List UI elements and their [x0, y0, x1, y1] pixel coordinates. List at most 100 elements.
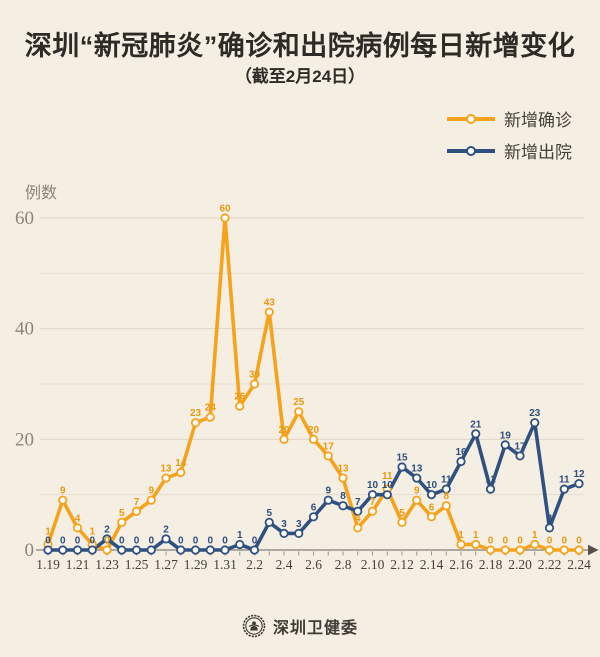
- svg-text:16: 16: [455, 447, 467, 458]
- svg-text:11: 11: [382, 471, 393, 482]
- y-axis-unit-label: 例数: [25, 185, 58, 202]
- svg-text:3: 3: [281, 519, 287, 530]
- svg-text:0: 0: [517, 536, 523, 547]
- svg-text:9: 9: [60, 486, 66, 497]
- svg-text:0: 0: [60, 536, 66, 547]
- svg-text:24: 24: [205, 403, 217, 414]
- svg-text:2.22: 2.22: [538, 557, 562, 572]
- svg-text:0: 0: [104, 536, 110, 547]
- svg-text:1.29: 1.29: [184, 557, 208, 572]
- svg-text:0: 0: [119, 536, 125, 547]
- svg-text:25: 25: [293, 397, 305, 408]
- svg-text:21: 21: [470, 419, 482, 430]
- discharged-line-swatch-icon: [447, 145, 495, 156]
- svg-text:13: 13: [411, 464, 423, 475]
- svg-text:0: 0: [45, 536, 51, 547]
- svg-text:9: 9: [148, 486, 154, 497]
- confirmed-line-swatch-icon: [447, 113, 495, 124]
- svg-text:2: 2: [163, 524, 169, 535]
- legend-item-discharged: 新增出院: [447, 138, 572, 163]
- svg-text:6: 6: [311, 502, 317, 513]
- svg-text:0: 0: [561, 536, 567, 547]
- svg-text:40: 40: [15, 319, 34, 340]
- svg-text:10: 10: [382, 480, 394, 491]
- svg-text:2.6: 2.6: [305, 557, 322, 572]
- svg-text:26: 26: [234, 392, 246, 403]
- legend-label-discharged: 新增出院: [504, 143, 572, 162]
- svg-text:1: 1: [473, 530, 479, 541]
- svg-text:4: 4: [355, 513, 361, 524]
- svg-text:0: 0: [502, 536, 508, 547]
- svg-text:5: 5: [399, 508, 405, 519]
- svg-text:2.8: 2.8: [335, 557, 352, 572]
- svg-text:0: 0: [75, 536, 81, 547]
- svg-text:7: 7: [355, 497, 361, 508]
- svg-text:1.27: 1.27: [154, 557, 178, 572]
- svg-text:1: 1: [45, 527, 51, 538]
- svg-text:60: 60: [219, 204, 231, 215]
- svg-text:2: 2: [104, 524, 110, 535]
- svg-text:6: 6: [429, 502, 435, 513]
- svg-text:11: 11: [485, 475, 496, 486]
- svg-text:30: 30: [249, 370, 261, 381]
- source-attribution: 深圳卫健委: [0, 614, 600, 638]
- svg-text:20: 20: [278, 425, 290, 436]
- svg-text:60: 60: [15, 208, 34, 229]
- svg-text:0: 0: [193, 536, 199, 547]
- svg-text:0: 0: [178, 536, 184, 547]
- svg-text:8: 8: [340, 491, 346, 502]
- svg-text:1.25: 1.25: [125, 557, 149, 572]
- svg-text:7: 7: [134, 497, 140, 508]
- svg-text:1.19: 1.19: [36, 557, 60, 572]
- svg-text:0: 0: [89, 536, 95, 547]
- svg-text:2.24: 2.24: [567, 557, 591, 572]
- svg-text:17: 17: [323, 441, 335, 452]
- svg-text:11: 11: [441, 475, 452, 486]
- svg-text:2.4: 2.4: [276, 557, 293, 572]
- svg-text:1: 1: [237, 530, 243, 541]
- legend-label-confirmed: 新增确诊: [504, 111, 572, 130]
- svg-text:10: 10: [367, 480, 379, 491]
- svg-text:2.20: 2.20: [508, 557, 532, 572]
- svg-text:1.31: 1.31: [213, 557, 237, 572]
- svg-text:4: 4: [75, 513, 81, 524]
- svg-text:14: 14: [175, 458, 187, 469]
- svg-text:20: 20: [15, 429, 34, 450]
- svg-text:5: 5: [119, 508, 125, 519]
- svg-text:9: 9: [325, 486, 331, 497]
- svg-text:17: 17: [514, 441, 526, 452]
- svg-text:1: 1: [458, 530, 464, 541]
- chart-title: 深圳“新冠肺炎”确诊和出院病例每日新增变化: [24, 31, 576, 61]
- svg-text:1: 1: [89, 527, 95, 538]
- svg-text:43: 43: [264, 298, 276, 309]
- svg-text:7: 7: [370, 497, 376, 508]
- svg-text:0: 0: [252, 536, 258, 547]
- svg-text:3: 3: [296, 519, 302, 530]
- svg-text:9: 9: [414, 486, 420, 497]
- source-name: 深圳卫健委: [272, 620, 358, 637]
- svg-text:0: 0: [207, 536, 213, 547]
- svg-text:13: 13: [160, 464, 172, 475]
- chart-subtitle: （截至2月24日）: [234, 67, 366, 86]
- svg-text:0: 0: [547, 536, 553, 547]
- svg-text:23: 23: [190, 408, 202, 419]
- svg-text:0: 0: [148, 536, 154, 547]
- svg-text:15: 15: [396, 453, 408, 464]
- legend-item-confirmed: 新增确诊: [447, 106, 572, 131]
- legend: 新增确诊 新增出院: [447, 106, 572, 163]
- svg-text:0: 0: [134, 536, 140, 547]
- svg-text:11: 11: [559, 475, 570, 486]
- svg-text:23: 23: [529, 408, 541, 419]
- svg-text:1: 1: [532, 530, 538, 541]
- svg-text:0: 0: [488, 536, 494, 547]
- svg-text:5: 5: [266, 508, 272, 519]
- svg-text:8: 8: [443, 491, 449, 502]
- svg-text:2.14: 2.14: [420, 557, 444, 572]
- svg-text:19: 19: [500, 430, 512, 441]
- svg-text:13: 13: [337, 464, 349, 475]
- svg-text:2.18: 2.18: [479, 557, 503, 572]
- svg-text:0: 0: [222, 536, 228, 547]
- svg-text:10: 10: [426, 480, 438, 491]
